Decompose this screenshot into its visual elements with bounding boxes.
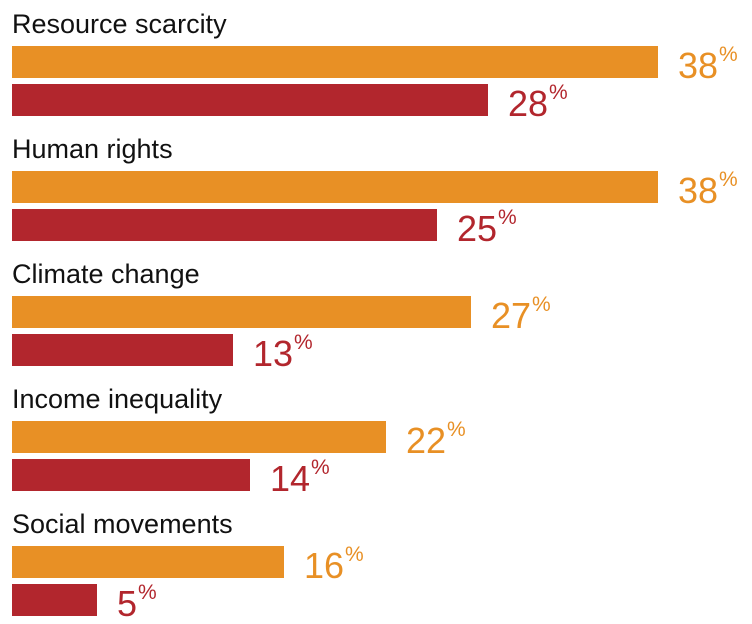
data-label-percent-sign: %: [532, 293, 551, 316]
category-label: Climate change: [12, 259, 200, 289]
bar: [12, 171, 658, 203]
category-group: Social movements 16% 5%: [0, 508, 752, 624]
data-label: 38%: [678, 44, 738, 86]
data-label-value: 16: [304, 545, 345, 586]
data-label-percent-sign: %: [498, 206, 517, 229]
data-label: 25%: [457, 207, 517, 249]
data-label: 14%: [270, 457, 330, 499]
data-label-percent-sign: %: [345, 543, 364, 566]
data-label-percent-sign: %: [311, 456, 330, 479]
data-label-value: 38: [678, 170, 719, 211]
bar: [12, 46, 658, 78]
data-label-value: 25: [457, 208, 498, 249]
data-label: 28%: [508, 82, 568, 124]
data-label-percent-sign: %: [719, 168, 738, 191]
data-label-percent-sign: %: [138, 581, 157, 604]
category-label: Resource scarcity: [12, 9, 227, 39]
category-label: Income inequality: [12, 384, 223, 414]
category-group: Human rights 38% 25%: [0, 133, 752, 249]
bar: [12, 296, 471, 328]
data-label-percent-sign: %: [549, 81, 568, 104]
data-label-value: 27: [491, 295, 532, 336]
category-group: Climate change 27% 13%: [0, 258, 752, 374]
bar: [12, 84, 488, 116]
data-label: 27%: [491, 294, 551, 336]
data-label-percent-sign: %: [447, 418, 466, 441]
data-label-value: 28: [508, 83, 549, 124]
bar: [12, 546, 284, 578]
category-group: Income inequality 22% 14%: [0, 383, 752, 499]
bar: [12, 459, 250, 491]
data-label: 13%: [253, 332, 313, 374]
data-label: 38%: [678, 169, 738, 211]
data-label-percent-sign: %: [294, 331, 313, 354]
bar: [12, 584, 97, 616]
data-label: 5%: [117, 582, 157, 624]
data-label-value: 5: [117, 583, 138, 624]
data-label-value: 13: [253, 333, 294, 374]
data-label-value: 14: [270, 458, 311, 499]
data-label-value: 22: [406, 420, 447, 461]
data-label-value: 38: [678, 45, 719, 86]
bar: [12, 421, 386, 453]
bar: [12, 334, 233, 366]
bar: [12, 209, 437, 241]
category-label: Human rights: [12, 134, 173, 164]
category-label: Social movements: [12, 509, 233, 539]
category-group: Resource scarcity 38% 28%: [0, 8, 752, 124]
data-label: 16%: [304, 544, 364, 586]
data-label-percent-sign: %: [719, 43, 738, 66]
data-label: 22%: [406, 419, 466, 461]
